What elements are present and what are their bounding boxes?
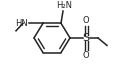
- Text: H₂N: H₂N: [56, 1, 72, 10]
- Text: S: S: [82, 33, 90, 43]
- Text: HN: HN: [15, 19, 28, 28]
- Text: O: O: [83, 16, 89, 25]
- Text: O: O: [83, 51, 89, 60]
